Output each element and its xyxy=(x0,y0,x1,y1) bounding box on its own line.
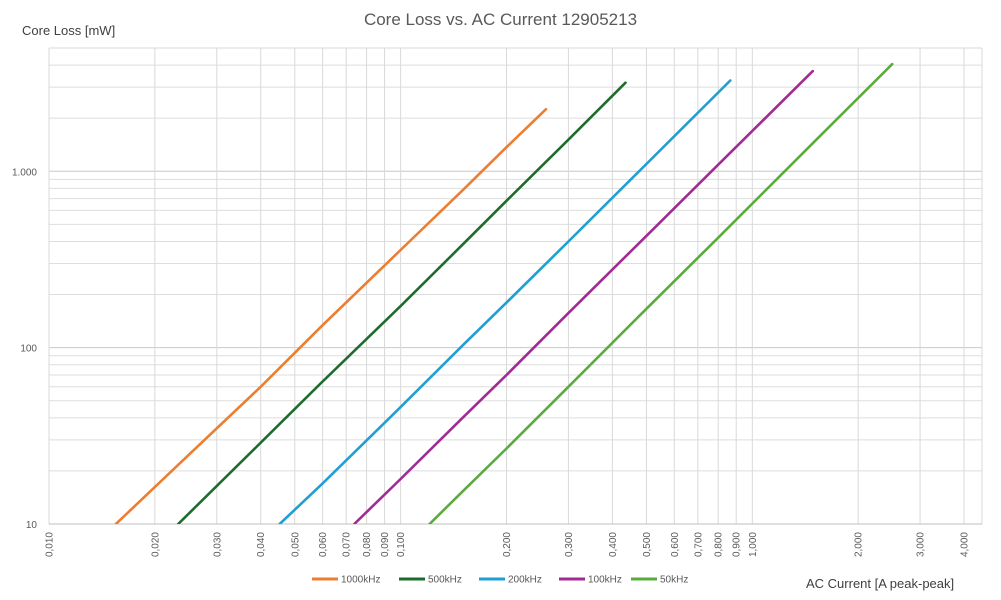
x-tick-label: 0,800 xyxy=(714,532,725,557)
y-tick-label: 100 xyxy=(20,344,37,355)
y-tick-label: 10 xyxy=(26,520,38,531)
x-tick-label: 0,080 xyxy=(362,532,373,557)
legend-label: 1000kHz xyxy=(341,575,380,586)
series-line-50kHz xyxy=(428,62,894,524)
x-tick-label: 0,300 xyxy=(564,532,575,557)
x-tick-label: 0,090 xyxy=(380,532,391,557)
gridlines xyxy=(48,47,983,525)
x-tick-label: 0,400 xyxy=(608,532,619,557)
series-group xyxy=(114,62,894,524)
series-line-100kHz xyxy=(352,69,815,524)
x-tick-label: 0,060 xyxy=(318,532,329,557)
series-line-500kHz xyxy=(176,81,627,524)
x-tick-label: 4,000 xyxy=(960,532,971,557)
x-tick-label: 0,050 xyxy=(290,532,301,557)
x-axis-label: AC Current [A peak-peak] xyxy=(806,576,955,591)
series-line-1000kHz xyxy=(114,107,548,524)
x-tick-label: 0,900 xyxy=(732,532,743,557)
chart-title: Core Loss vs. AC Current 12905213 xyxy=(363,10,638,29)
x-tick-label: 0,030 xyxy=(212,532,223,557)
legend-label: 500kHz xyxy=(428,575,462,586)
x-tick-label: 0,070 xyxy=(342,532,353,557)
x-tick-label: 0,700 xyxy=(693,532,704,557)
x-tick-label: 0,020 xyxy=(150,532,161,557)
x-tick-label: 3,000 xyxy=(916,532,927,557)
x-tick-label: 0,500 xyxy=(642,532,653,557)
legend-label: 50kHz xyxy=(660,575,688,586)
x-tick-label: 1,000 xyxy=(748,532,759,557)
x-tick-label: 0,010 xyxy=(45,532,56,557)
x-tick-label: 0,600 xyxy=(670,532,681,557)
x-tick-label: 2,000 xyxy=(854,532,865,557)
legend-label: 200kHz xyxy=(508,575,542,586)
series-line-200kHz xyxy=(278,79,732,524)
y-tick-label: 1.000 xyxy=(12,167,37,178)
legend-label: 100kHz xyxy=(588,575,622,586)
x-tick-label: 0,040 xyxy=(256,532,267,557)
x-tick-label: 0,200 xyxy=(502,532,513,557)
x-tick-label: 0,100 xyxy=(396,532,407,557)
y-axis-label: Core Loss [mW] xyxy=(22,23,116,38)
legend: 1000kHz 500kHz 200kHz 100kHz 50kHz xyxy=(312,575,688,586)
